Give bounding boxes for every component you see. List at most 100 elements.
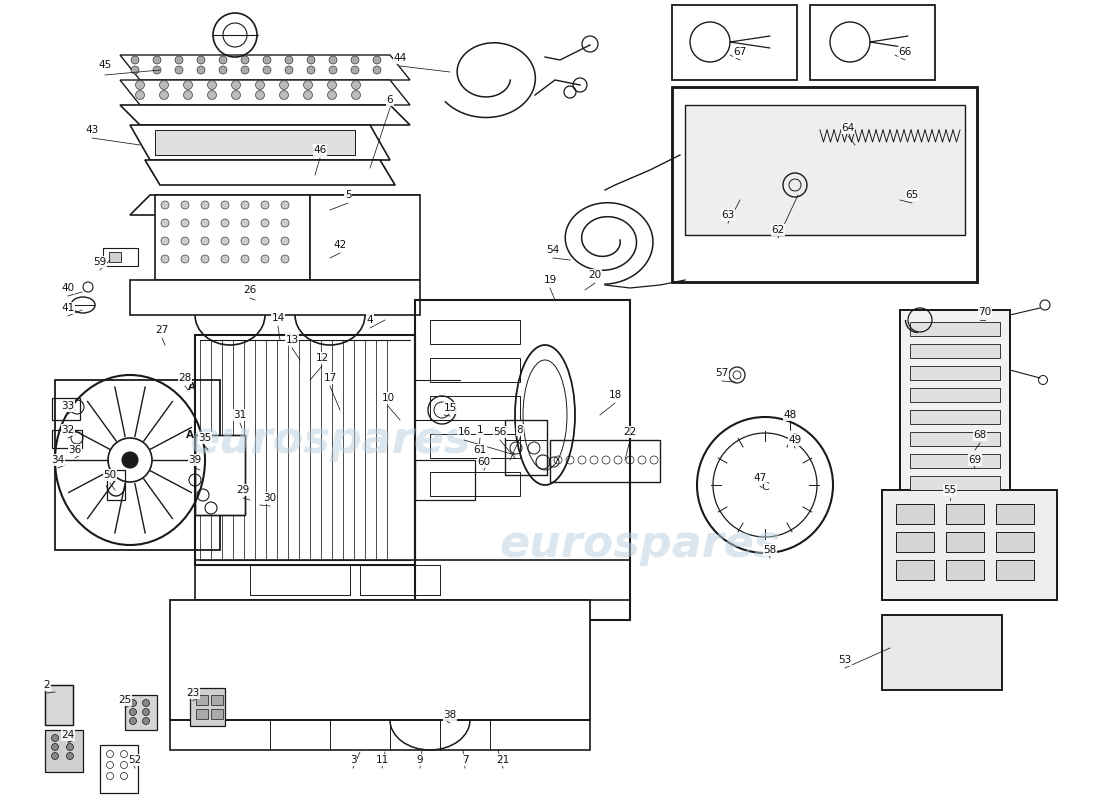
Polygon shape <box>120 55 410 80</box>
Circle shape <box>231 81 241 90</box>
Circle shape <box>241 237 249 245</box>
Text: 3: 3 <box>350 755 356 765</box>
Circle shape <box>122 452 138 468</box>
Text: 24: 24 <box>62 730 75 740</box>
Circle shape <box>143 709 150 715</box>
Bar <box>672 87 977 282</box>
Bar <box>896 560 934 580</box>
Circle shape <box>130 699 136 706</box>
Text: 68: 68 <box>974 430 987 440</box>
Circle shape <box>307 66 315 74</box>
Text: 7: 7 <box>462 755 469 765</box>
Text: 22: 22 <box>624 427 637 437</box>
Bar <box>910 454 1000 468</box>
Text: 70: 70 <box>978 307 991 317</box>
Circle shape <box>221 237 229 245</box>
Text: 64: 64 <box>842 123 855 133</box>
Bar <box>100 745 138 793</box>
Text: 19: 19 <box>543 275 557 285</box>
Text: 41: 41 <box>62 303 75 313</box>
Text: 14: 14 <box>272 313 285 323</box>
Bar <box>810 5 935 80</box>
Bar <box>910 388 1000 402</box>
Text: 10: 10 <box>382 393 395 403</box>
Circle shape <box>261 201 270 209</box>
Text: 44: 44 <box>394 53 407 63</box>
Circle shape <box>201 255 209 263</box>
Text: 53: 53 <box>838 655 851 665</box>
Text: 47: 47 <box>754 473 767 483</box>
Bar <box>672 87 977 282</box>
Circle shape <box>182 237 189 245</box>
Bar <box>685 105 965 235</box>
Bar <box>996 532 1034 552</box>
Circle shape <box>351 56 359 64</box>
Circle shape <box>161 201 169 209</box>
Circle shape <box>221 201 229 209</box>
Bar <box>910 432 1000 446</box>
Circle shape <box>131 66 139 74</box>
Circle shape <box>307 56 315 64</box>
Bar <box>900 310 1010 525</box>
Bar <box>45 685 73 725</box>
Bar <box>882 490 1057 600</box>
Text: 54: 54 <box>547 245 560 255</box>
Bar <box>896 504 934 524</box>
Text: 9: 9 <box>417 755 424 765</box>
Circle shape <box>285 66 293 74</box>
Bar <box>195 560 630 600</box>
Circle shape <box>208 90 217 99</box>
Circle shape <box>135 81 144 90</box>
Text: 21: 21 <box>496 755 509 765</box>
Circle shape <box>352 90 361 99</box>
Bar <box>195 335 415 565</box>
Circle shape <box>66 753 74 759</box>
Bar <box>896 532 934 552</box>
Text: 43: 43 <box>86 125 99 135</box>
Circle shape <box>135 90 144 99</box>
Circle shape <box>197 56 205 64</box>
Circle shape <box>221 219 229 227</box>
Text: eurospares: eurospares <box>189 418 471 462</box>
Bar <box>946 532 984 552</box>
Circle shape <box>52 734 58 742</box>
Circle shape <box>231 90 241 99</box>
Text: 18: 18 <box>608 390 622 400</box>
Bar <box>195 435 245 515</box>
Bar <box>910 322 1000 336</box>
Bar <box>190 688 226 726</box>
Text: 20: 20 <box>588 270 602 280</box>
Circle shape <box>279 90 288 99</box>
Text: 50: 50 <box>103 470 117 480</box>
Text: 42: 42 <box>333 240 346 250</box>
Text: C: C <box>761 482 769 492</box>
Bar <box>430 358 520 382</box>
Circle shape <box>373 56 381 64</box>
Text: 5: 5 <box>344 190 351 200</box>
Bar <box>211 695 223 705</box>
Bar <box>996 560 1034 580</box>
Text: 38: 38 <box>443 710 456 720</box>
Bar <box>430 434 520 458</box>
Text: 45: 45 <box>98 60 111 70</box>
Text: 13: 13 <box>285 335 298 345</box>
Circle shape <box>241 66 249 74</box>
Circle shape <box>131 56 139 64</box>
Text: 65: 65 <box>905 190 918 200</box>
Text: 52: 52 <box>129 755 142 765</box>
Circle shape <box>221 255 229 263</box>
Circle shape <box>175 66 183 74</box>
Polygon shape <box>120 80 410 105</box>
Text: 60: 60 <box>477 457 491 467</box>
Text: 40: 40 <box>62 283 75 293</box>
Circle shape <box>373 66 381 74</box>
Text: 59: 59 <box>94 257 107 267</box>
Circle shape <box>241 201 249 209</box>
Bar <box>550 440 660 482</box>
Text: 2: 2 <box>44 680 51 690</box>
Circle shape <box>161 255 169 263</box>
Circle shape <box>182 219 189 227</box>
Circle shape <box>351 66 359 74</box>
Text: 58: 58 <box>763 545 777 555</box>
Text: 30: 30 <box>263 493 276 503</box>
